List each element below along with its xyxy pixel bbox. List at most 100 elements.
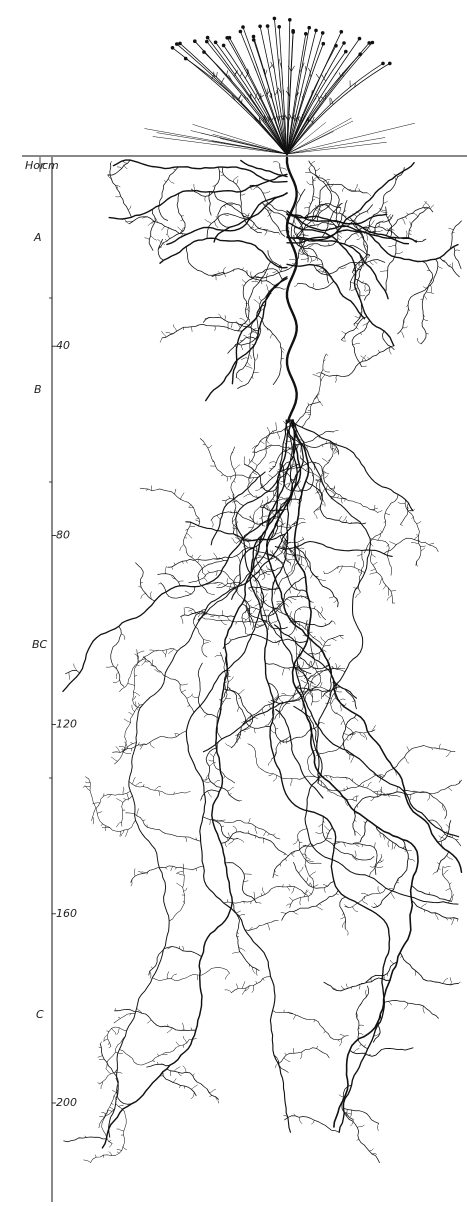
depth-tick-label: 200 (56, 1096, 77, 1109)
flower-head (307, 26, 311, 30)
root (180, 545, 184, 551)
flower-head (381, 62, 385, 66)
stem (240, 32, 287, 156)
root (408, 207, 429, 238)
root (411, 542, 418, 543)
flower-head (214, 41, 218, 45)
root (107, 1027, 126, 1046)
root (224, 886, 308, 903)
root (252, 461, 257, 466)
horizon-label: B (34, 383, 42, 396)
root (342, 516, 346, 522)
flower-head (371, 41, 375, 45)
root (324, 888, 325, 893)
root (111, 757, 117, 761)
flower-head (342, 41, 346, 45)
root (321, 607, 323, 614)
root (306, 878, 308, 883)
root (276, 728, 278, 729)
root (241, 345, 243, 350)
root (232, 902, 259, 971)
root (159, 583, 161, 584)
root (311, 574, 313, 578)
root (310, 872, 316, 876)
root (167, 1028, 172, 1033)
root (446, 751, 451, 757)
root (248, 744, 319, 780)
root (253, 580, 255, 582)
root (378, 887, 380, 894)
root (137, 809, 138, 816)
root (351, 756, 354, 763)
root (291, 778, 292, 785)
root (183, 1066, 186, 1073)
root (224, 272, 226, 277)
root (448, 787, 452, 790)
root (332, 698, 336, 704)
root (379, 578, 382, 585)
root (229, 496, 230, 498)
leaf (335, 71, 338, 75)
root (279, 713, 280, 718)
root (113, 731, 187, 753)
root (167, 1069, 219, 1099)
root (314, 1020, 315, 1022)
root (284, 1058, 291, 1062)
root (166, 332, 173, 333)
root (272, 736, 291, 759)
taproot (287, 158, 297, 422)
root (414, 537, 418, 540)
root (340, 897, 346, 929)
root (237, 288, 283, 345)
root (443, 867, 450, 868)
root (211, 520, 213, 527)
root (356, 184, 358, 191)
root (236, 305, 265, 378)
flower-head (206, 36, 210, 40)
root (148, 1020, 152, 1023)
root (298, 518, 305, 519)
root (377, 860, 384, 864)
root (279, 697, 284, 703)
root (131, 866, 204, 883)
root (109, 1143, 112, 1147)
root (229, 839, 234, 844)
root (223, 267, 225, 274)
root (112, 1090, 116, 1092)
root (306, 857, 310, 860)
root (347, 786, 348, 788)
root (385, 514, 390, 515)
root (106, 1069, 111, 1074)
root (356, 796, 357, 801)
root (401, 331, 405, 338)
root (280, 168, 287, 170)
flower-head (184, 57, 188, 61)
root (117, 1028, 120, 1035)
root (316, 373, 321, 374)
root (269, 475, 273, 478)
root (123, 162, 128, 164)
root (324, 645, 331, 646)
flower-head (358, 37, 362, 41)
root (95, 1155, 96, 1157)
root (370, 261, 374, 264)
root (263, 888, 266, 895)
root (378, 1123, 379, 1130)
root (241, 358, 248, 360)
root (324, 1031, 326, 1033)
root (317, 396, 320, 403)
root (126, 829, 129, 836)
root (299, 609, 301, 610)
root (313, 885, 318, 887)
root (184, 608, 185, 615)
root (170, 1071, 171, 1076)
root (324, 571, 325, 573)
root (347, 739, 349, 741)
root (270, 728, 275, 733)
root (175, 489, 176, 494)
root (254, 626, 259, 628)
flower-head (277, 25, 281, 29)
root (268, 625, 269, 630)
root (381, 531, 383, 533)
root (237, 984, 239, 989)
